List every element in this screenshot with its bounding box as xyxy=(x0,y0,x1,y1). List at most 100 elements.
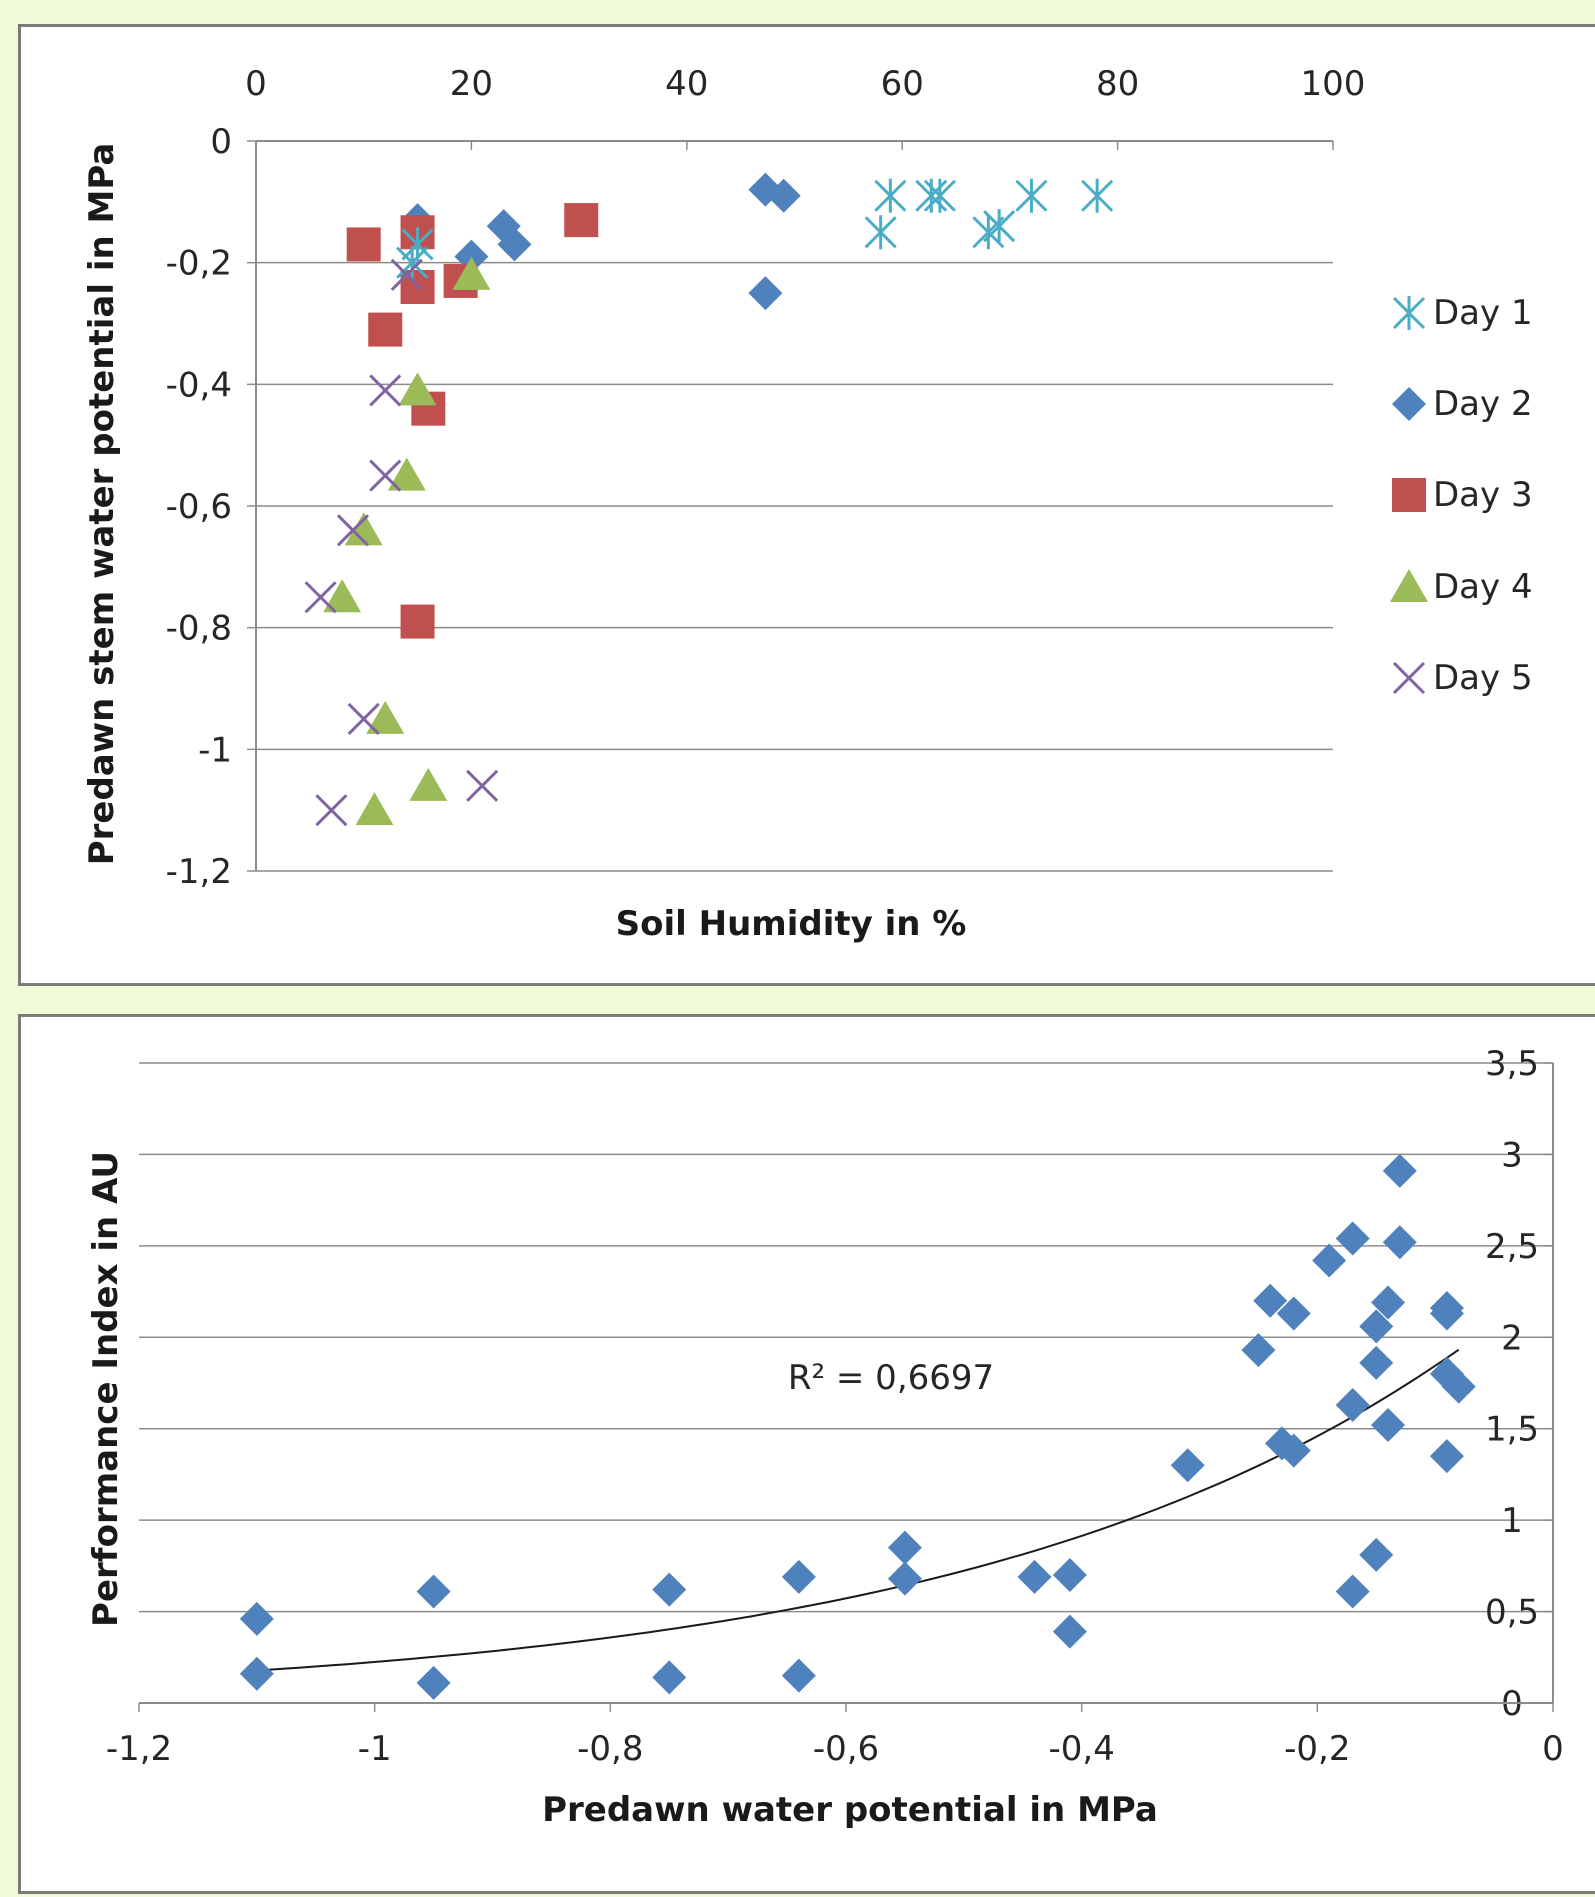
y-tick-label: -0,2 xyxy=(166,244,232,284)
x-tick-label: -1,2 xyxy=(106,1729,172,1769)
data-point xyxy=(346,227,381,262)
data-point xyxy=(369,459,402,492)
data-point xyxy=(1359,1537,1394,1572)
bottom-chart-panel: 0 0,5 1 1,5 2 2,5 3 3,5 -1,2 -1 -0,8 -0,6 -0,4 -0,2 0 P… xyxy=(18,1014,1595,1894)
data-point xyxy=(1312,1243,1347,1278)
legend-marker xyxy=(1392,478,1426,512)
data-point xyxy=(864,215,897,250)
data-point xyxy=(1429,1439,1464,1474)
legend-marker xyxy=(1392,661,1426,695)
legend-item: Day 4 xyxy=(1390,567,1533,607)
data-point xyxy=(368,312,403,347)
y-axis-title: Predawn stem water potential in MPa xyxy=(82,143,122,866)
trendline xyxy=(256,1348,1460,1672)
soil-humidity-scatter-chart: 0 -0,2 -0,4 -0,6 -0,8 -1 -1,2 0 20 40 60 80 100 Soil … xyxy=(82,64,1533,944)
x-axis-title: Soil Humidity in % xyxy=(616,904,967,944)
data-point xyxy=(1264,1426,1299,1461)
data-point xyxy=(923,178,956,213)
data-point xyxy=(344,512,383,546)
x-tick-label: -0,8 xyxy=(577,1729,643,1769)
x-tick-label: -0,4 xyxy=(1048,1729,1114,1769)
data-point xyxy=(874,178,907,213)
data-point xyxy=(409,767,448,801)
y-tick-label: 2,5 xyxy=(1485,1227,1539,1267)
series-day-1 xyxy=(396,178,1114,280)
y-tick-label: -1 xyxy=(198,730,232,770)
series-day-4 xyxy=(323,256,491,826)
data-point xyxy=(1052,1558,1087,1592)
y-tick-label: 0,5 xyxy=(1485,1593,1539,1633)
x-tick-label: 0 xyxy=(1542,1729,1564,1769)
legend-label: Day 3 xyxy=(1433,475,1533,515)
x-tick-label: -0,2 xyxy=(1284,1729,1350,1769)
legend-item: Day 5 xyxy=(1392,658,1533,698)
x-tick-label: 80 xyxy=(1096,64,1139,104)
data-point xyxy=(400,604,435,639)
data-point xyxy=(1335,1387,1370,1422)
x-tick-label: 100 xyxy=(1301,64,1366,104)
data-point xyxy=(239,1656,274,1691)
series-performance-index xyxy=(239,1153,1476,1700)
data-point xyxy=(347,702,380,735)
data-point xyxy=(416,1574,451,1609)
data-point xyxy=(1253,1283,1288,1318)
data-point xyxy=(323,579,362,613)
x-tick-label: 0 xyxy=(245,64,267,104)
x-tick-label: -0,6 xyxy=(813,1729,879,1769)
data-point xyxy=(1017,1559,1052,1594)
data-point xyxy=(887,1530,922,1565)
y-tick-label: -1,2 xyxy=(166,852,232,892)
data-point xyxy=(887,1561,922,1596)
data-point xyxy=(452,256,491,290)
x-axis-title: Predawn water potential in MPa xyxy=(542,1790,1158,1830)
data-point xyxy=(564,203,599,238)
legend-label: Day 1 xyxy=(1433,293,1533,333)
legend-marker xyxy=(1392,387,1426,421)
data-point xyxy=(766,178,801,213)
data-point xyxy=(396,245,429,280)
data-point xyxy=(416,1665,451,1700)
data-point xyxy=(1015,178,1048,213)
y-tick-label: 1 xyxy=(1501,1501,1523,1541)
data-point xyxy=(387,457,426,491)
data-point xyxy=(1371,1408,1406,1443)
legend-label: Day 5 xyxy=(1433,658,1533,698)
data-point xyxy=(1276,1296,1311,1331)
data-point xyxy=(652,1572,687,1607)
y-tick-label: 2 xyxy=(1501,1318,1523,1358)
legend-label: Day 4 xyxy=(1433,567,1533,607)
legend-marker xyxy=(1392,296,1426,330)
data-point xyxy=(748,276,783,311)
data-point xyxy=(336,514,369,547)
data-point xyxy=(1429,1296,1464,1331)
data-point xyxy=(369,374,402,407)
data-point xyxy=(781,1559,816,1594)
data-point xyxy=(781,1658,816,1693)
y-tick-label: -0,6 xyxy=(166,487,232,527)
data-point xyxy=(398,372,437,406)
y-tick-label: 3 xyxy=(1501,1135,1523,1175)
data-point xyxy=(1359,1309,1394,1344)
data-point xyxy=(304,581,337,614)
data-point xyxy=(1382,1225,1417,1260)
legend-label: Day 2 xyxy=(1433,384,1533,424)
y-tick-label: -0,4 xyxy=(166,365,232,405)
data-point xyxy=(1359,1345,1394,1380)
data-point xyxy=(1276,1433,1311,1468)
data-point xyxy=(1241,1333,1276,1368)
data-point xyxy=(1081,178,1114,213)
legend-marker xyxy=(1390,569,1428,602)
data-point xyxy=(466,769,499,802)
legend-item: Day 2 xyxy=(1392,384,1533,424)
x-tick-label: -1 xyxy=(358,1729,392,1769)
data-point xyxy=(1382,1153,1417,1188)
y-axis-title: Performance Index in AU xyxy=(86,1151,126,1627)
data-point xyxy=(1441,1369,1476,1404)
x-tick-label: 60 xyxy=(881,64,924,104)
series-day-2 xyxy=(400,172,801,311)
data-point xyxy=(239,1601,274,1636)
legend-item: Day 1 xyxy=(1392,293,1533,333)
x-tick-label: 40 xyxy=(665,64,708,104)
data-point xyxy=(983,209,1016,244)
data-point xyxy=(1335,1574,1370,1609)
